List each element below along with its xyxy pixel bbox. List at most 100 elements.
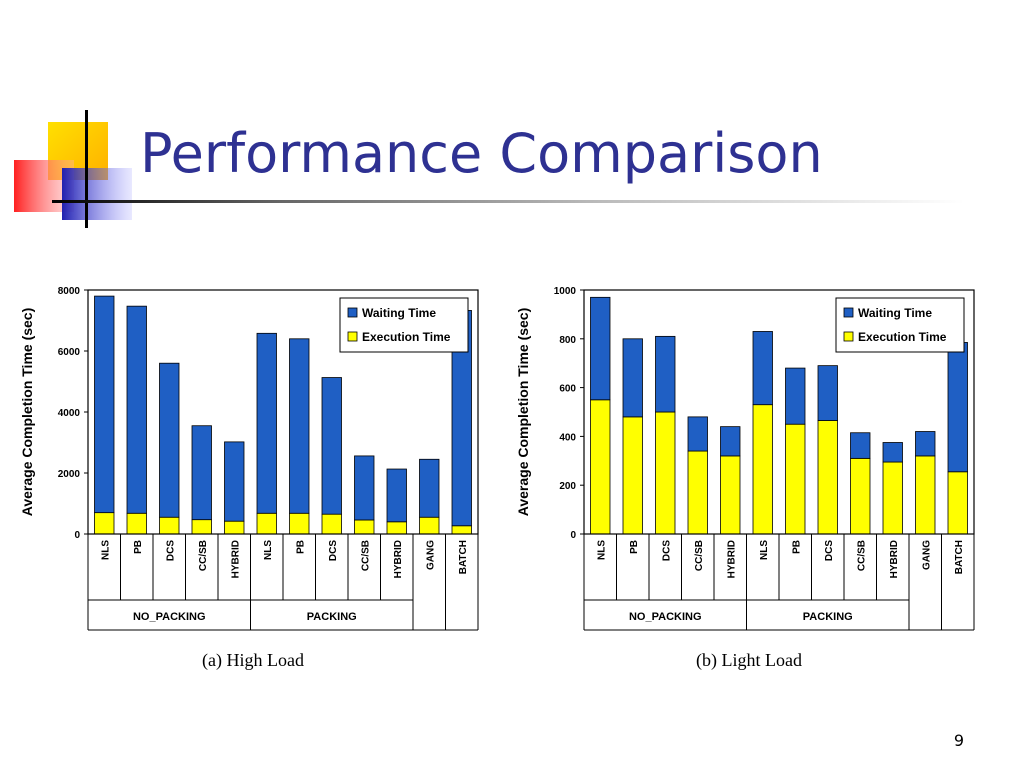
category-label: DCS	[165, 540, 176, 561]
bar-waiting-time	[159, 362, 180, 518]
slide-logo	[14, 110, 132, 228]
chart-caption: (a) High Load	[202, 650, 304, 670]
chart-light-load: Average Completion Time (sec) 0 200 400 600 8…	[514, 268, 984, 688]
bar-waiting-time	[126, 305, 147, 514]
group-label: PACKING	[803, 611, 853, 623]
legend-swatch	[347, 331, 358, 342]
page-number: 9	[953, 731, 964, 750]
y-tick-label: 8000	[58, 286, 81, 297]
category-label: HYBRID	[393, 540, 404, 578]
y-tick-label: 800	[559, 335, 576, 346]
bar-waiting-time	[655, 335, 676, 413]
chart-high-load-svg: Average Completion Time (sec) 0 2000 4000 60…	[19, 286, 479, 631]
y-tick-label: 0	[74, 530, 80, 541]
category-label: PB	[133, 540, 144, 554]
y-tick-label: 600	[559, 384, 576, 395]
category-label: PB	[295, 540, 306, 554]
bar-execution-time	[655, 411, 676, 535]
category-label: NLS	[759, 540, 770, 560]
category-label: NLS	[596, 540, 607, 560]
category-label: GANG	[921, 540, 932, 570]
logo-blue-square	[62, 168, 132, 220]
bar-waiting-time	[191, 425, 212, 521]
chart-light-load-svg: Average Completion Time (sec) 0 200 400 600 8…	[515, 286, 975, 631]
bar-execution-time	[224, 520, 245, 535]
bar-execution-time	[622, 416, 643, 535]
category-label: CC/SB	[360, 540, 371, 571]
category-label: CC/SB	[694, 540, 705, 571]
category-label: NLS	[263, 540, 274, 560]
legend-swatch	[347, 307, 358, 318]
y-tick-label: 2000	[58, 469, 81, 480]
category-label: GANG	[425, 540, 436, 570]
legend-box	[835, 297, 965, 353]
category-label: PB	[629, 540, 640, 554]
bar-execution-time	[256, 512, 277, 535]
bar-waiting-time	[915, 431, 936, 457]
bar-waiting-time	[224, 441, 245, 522]
group-label: PACKING	[307, 611, 357, 623]
bar-execution-time	[191, 519, 212, 535]
slide-title: Performance Comparison	[140, 122, 823, 185]
bar-waiting-time	[386, 468, 407, 523]
y-tick-label: 4000	[58, 408, 81, 419]
category-label: DCS	[824, 540, 835, 561]
category-label: BATCH	[458, 540, 469, 574]
bar-waiting-time	[419, 458, 440, 518]
bar-execution-time	[752, 404, 773, 535]
legend-label: Waiting Time	[858, 306, 932, 320]
bar-execution-time	[451, 525, 472, 535]
bar-waiting-time	[882, 442, 903, 463]
title-underline	[52, 200, 964, 203]
y-tick-label: 400	[559, 432, 576, 443]
bar-execution-time	[687, 450, 708, 535]
category-label: CC/SB	[198, 540, 209, 571]
bar-waiting-time	[622, 338, 643, 418]
bar-execution-time	[94, 512, 115, 535]
y-axis-label: Average Completion Time (sec)	[19, 308, 35, 517]
bar-execution-time	[947, 471, 968, 535]
category-label: BATCH	[954, 540, 965, 574]
legend-label: Execution Time	[362, 330, 451, 344]
bar-waiting-time	[850, 432, 871, 459]
bar-execution-time	[785, 423, 806, 535]
bar-waiting-time	[752, 331, 773, 406]
bar-execution-time	[321, 513, 342, 535]
y-axis-label: Average Completion Time (sec)	[515, 308, 531, 517]
y-tick-label: 200	[559, 481, 576, 492]
bar-execution-time	[354, 519, 375, 535]
bar-waiting-time	[817, 365, 838, 421]
bar-execution-time	[159, 516, 180, 535]
bar-execution-time	[590, 399, 611, 535]
legend-swatch	[843, 307, 854, 318]
bar-execution-time	[882, 461, 903, 535]
category-label: DCS	[328, 540, 339, 561]
legend-swatch	[843, 331, 854, 342]
bar-waiting-time	[321, 377, 342, 515]
bar-execution-time	[720, 455, 741, 535]
legend-label: Execution Time	[858, 330, 947, 344]
legend-label: Waiting Time	[362, 306, 436, 320]
bar-waiting-time	[289, 338, 310, 514]
y-tick-label: 6000	[58, 347, 81, 358]
category-label: DCS	[661, 540, 672, 561]
category-label: HYBRID	[230, 540, 241, 578]
bar-execution-time	[126, 512, 147, 535]
bar-execution-time	[386, 521, 407, 535]
bar-execution-time	[915, 455, 936, 535]
group-label: NO_PACKING	[629, 611, 702, 623]
category-label: PB	[791, 540, 802, 554]
bar-waiting-time	[687, 416, 708, 452]
category-label: HYBRID	[726, 540, 737, 578]
logo-vertical-line	[85, 110, 88, 228]
bar-execution-time	[419, 516, 440, 535]
legend-box	[339, 297, 469, 353]
bar-waiting-time	[590, 296, 611, 401]
bar-execution-time	[850, 457, 871, 535]
y-tick-label: 1000	[554, 286, 577, 297]
bar-waiting-time	[720, 426, 741, 457]
bar-waiting-time	[785, 367, 806, 425]
y-tick-label: 0	[570, 530, 576, 541]
category-label: HYBRID	[889, 540, 900, 578]
bar-waiting-time	[354, 455, 375, 521]
